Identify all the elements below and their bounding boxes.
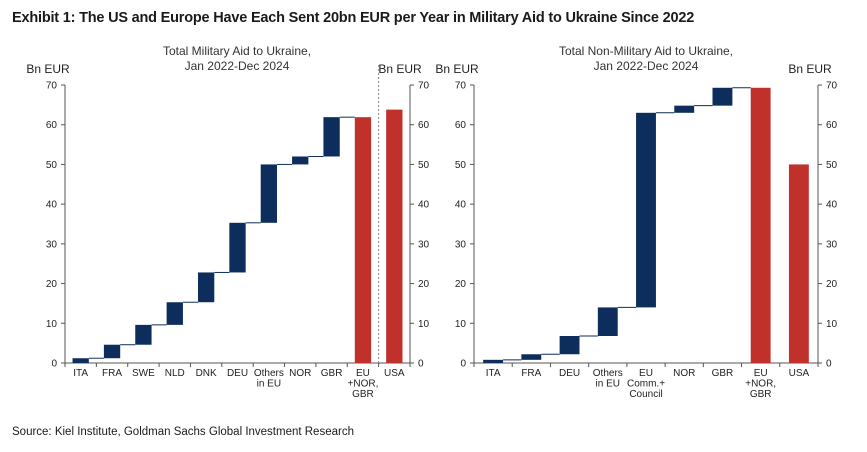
chart-1-bar-nld	[166, 302, 183, 325]
x-tick-label: +NOR,	[745, 379, 776, 390]
chart-2-bar-nor	[674, 105, 695, 113]
y-tick-label-left: 20	[46, 279, 58, 290]
y-tick-label-left: 60	[455, 120, 467, 131]
chart-2-bar-fra	[521, 354, 542, 360]
chart-1-bar-fra	[103, 344, 121, 359]
y-tick-label-left: 40	[46, 200, 58, 211]
x-tick-label: EU	[639, 368, 653, 379]
y-tick-label-right: 30	[418, 239, 430, 250]
chart-1-bar-swe	[135, 324, 152, 345]
chart-2-title-line: Total Non-Military Aid to Ukraine,	[559, 44, 733, 58]
x-tick-label: Comm.+	[627, 379, 665, 390]
y-tick-label-left: 30	[46, 239, 58, 250]
x-tick-label: GBR	[750, 389, 772, 400]
x-tick-label: GBR	[352, 389, 374, 400]
y-tick-label-right: 10	[826, 319, 838, 330]
x-tick-label: Council	[629, 389, 662, 400]
y-tick-label-left: 50	[455, 160, 467, 171]
y-tick-label-left: 10	[455, 319, 467, 330]
chart-1-title-line: Total Military Aid to Ukraine,	[163, 44, 311, 58]
chart-2-bar-gbr	[712, 87, 733, 106]
chart-1-bar-deu	[229, 222, 246, 273]
chart-1-bar-gbr	[323, 117, 340, 157]
y-tick-label-right: 0	[418, 359, 424, 370]
chart-2-bar-usa	[788, 164, 809, 363]
y-tick-label-left: 30	[455, 239, 467, 250]
chart-2-bar-deu	[559, 335, 580, 355]
chart-1-bar-dnk	[197, 272, 215, 303]
chart-2-bar-others-ineu	[597, 307, 618, 336]
y-tick-label-left: 20	[455, 279, 467, 290]
x-tick-label: USA	[789, 368, 810, 379]
x-tick-label: ITA	[486, 368, 501, 379]
x-tick-label: +NOR,	[348, 379, 379, 390]
chart-2-bar-eu-comm-council	[636, 112, 656, 308]
chart-1-bar-nor	[292, 156, 309, 165]
x-tick-label: Others	[593, 368, 623, 379]
chart-2-bar-ita	[483, 359, 504, 363]
y-tick-label-left: 70	[455, 81, 467, 92]
y-tick-label-right: 50	[826, 160, 838, 171]
y-tick-label-left: 70	[46, 81, 58, 92]
chart-1-title-line: Jan 2022-Dec 2024	[185, 59, 290, 73]
y-tick-label-right: 0	[826, 359, 832, 370]
x-tick-label: ITA	[73, 368, 88, 379]
x-tick-label: FRA	[102, 368, 122, 379]
x-tick-label: GBR	[321, 368, 343, 379]
y-tick-label-right: 60	[826, 120, 838, 131]
x-tick-label: DEU	[559, 368, 580, 379]
y-tick-label-right: 20	[826, 279, 838, 290]
x-tick-label: FRA	[521, 368, 541, 379]
chart-2-ylabel-left: Bn EUR	[435, 62, 479, 76]
chart-1-bar-usa	[386, 109, 403, 363]
x-tick-label: in EU	[596, 379, 620, 390]
x-tick-label: DNK	[196, 368, 217, 379]
x-tick-label: in EU	[257, 379, 281, 390]
chart-1-ylabel-right: Bn EUR	[378, 62, 422, 76]
x-tick-label: GBR	[712, 368, 734, 379]
chart-2-ylabel-right: Bn EUR	[788, 62, 832, 76]
chart-2-bar-eu-nor-gbr	[750, 87, 771, 363]
x-tick-label: NOR	[289, 368, 311, 379]
y-tick-label-right: 50	[418, 160, 430, 171]
exhibit-title: Exhibit 1: The US and Europe Have Each S…	[12, 10, 695, 26]
source-note: Source: Kiel Institute, Goldman Sachs Gl…	[12, 426, 354, 438]
y-tick-label-right: 40	[418, 200, 430, 211]
y-tick-label-right: 70	[418, 81, 430, 92]
y-tick-label-left: 10	[46, 319, 58, 330]
y-tick-label-right: 40	[826, 200, 838, 211]
x-tick-label: EU	[356, 368, 370, 379]
y-tick-label-right: 10	[418, 319, 430, 330]
x-tick-label: NOR	[673, 368, 695, 379]
x-tick-label: EU	[754, 368, 768, 379]
chart-2-title-line: Jan 2022-Dec 2024	[594, 59, 699, 73]
x-tick-label: DEU	[227, 368, 248, 379]
y-tick-label-left: 60	[46, 120, 58, 131]
y-tick-label-right: 30	[826, 239, 838, 250]
y-tick-label-left: 0	[51, 359, 57, 370]
y-tick-label-left: 0	[460, 359, 466, 370]
x-tick-label: SWE	[132, 368, 155, 379]
y-tick-label-right: 20	[418, 279, 430, 290]
x-tick-label: NLD	[165, 368, 185, 379]
y-tick-label-left: 50	[46, 160, 58, 171]
chart-1-bar-eu-nor-gbr	[354, 117, 372, 363]
chart-1-ylabel-left: Bn EUR	[26, 62, 70, 76]
y-tick-label-right: 70	[826, 81, 838, 92]
chart-1-bar-others-ineu	[260, 164, 278, 223]
chart-1-bar-ita	[72, 358, 89, 363]
y-tick-label-right: 60	[418, 120, 430, 131]
x-tick-label: USA	[384, 368, 405, 379]
x-tick-label: Others	[254, 368, 284, 379]
y-tick-label-left: 40	[455, 200, 467, 211]
